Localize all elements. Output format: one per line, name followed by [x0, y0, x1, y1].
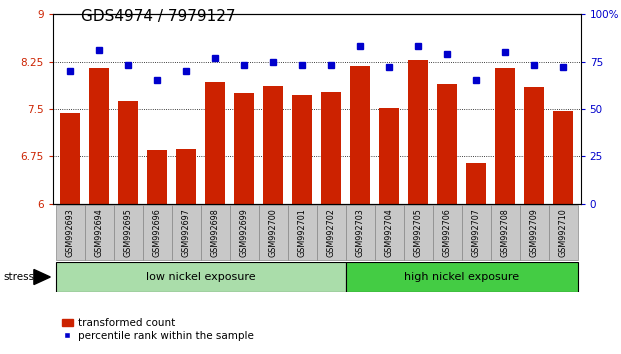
Text: GSM992703: GSM992703	[356, 209, 365, 257]
Text: GSM992702: GSM992702	[327, 208, 336, 257]
Bar	[205, 82, 225, 204]
Text: GSM992696: GSM992696	[153, 209, 161, 257]
Bar	[56, 205, 84, 260]
Text: GSM992698: GSM992698	[211, 209, 220, 257]
Bar	[84, 205, 114, 260]
Bar	[114, 205, 143, 260]
Text: GSM992697: GSM992697	[182, 208, 191, 257]
Bar	[292, 95, 312, 204]
Text: GSM992710: GSM992710	[559, 209, 568, 257]
Bar	[317, 205, 346, 260]
Text: GSM992700: GSM992700	[269, 209, 278, 257]
Text: stress: stress	[3, 272, 34, 282]
Bar	[201, 205, 230, 260]
Text: GDS4974 / 7979127: GDS4974 / 7979127	[81, 9, 235, 24]
Bar	[230, 205, 259, 260]
Bar	[549, 205, 578, 260]
Text: GSM992705: GSM992705	[414, 208, 423, 257]
Text: GSM992701: GSM992701	[297, 209, 307, 257]
Text: high nickel exposure: high nickel exposure	[404, 272, 519, 282]
Bar	[288, 205, 317, 260]
Bar	[350, 66, 370, 204]
Bar	[346, 205, 374, 260]
Text: GSM992693: GSM992693	[66, 209, 75, 257]
Bar	[234, 93, 255, 204]
Bar	[524, 87, 545, 204]
Bar	[346, 262, 578, 292]
Bar	[437, 84, 458, 204]
Bar	[56, 262, 346, 292]
Bar	[408, 59, 428, 204]
Bar	[379, 108, 399, 204]
Bar	[433, 205, 462, 260]
Text: low nickel exposure: low nickel exposure	[146, 272, 255, 282]
Bar	[60, 113, 80, 204]
Bar	[143, 205, 171, 260]
Text: GSM992699: GSM992699	[240, 208, 248, 257]
Polygon shape	[34, 269, 50, 285]
Bar	[118, 101, 138, 204]
Bar	[263, 86, 283, 204]
Legend: transformed count, percentile rank within the sample: transformed count, percentile rank withi…	[58, 314, 258, 345]
Text: GSM992704: GSM992704	[385, 209, 394, 257]
Text: GSM992709: GSM992709	[530, 208, 539, 257]
Bar	[374, 205, 404, 260]
Text: GSM992707: GSM992707	[472, 208, 481, 257]
Bar	[466, 162, 486, 204]
Bar	[171, 205, 201, 260]
Text: GSM992695: GSM992695	[124, 208, 133, 257]
Bar	[147, 150, 167, 204]
Bar	[176, 149, 196, 204]
Text: GSM992694: GSM992694	[94, 209, 104, 257]
Bar	[553, 111, 573, 204]
Text: GSM992706: GSM992706	[443, 209, 451, 257]
Bar	[89, 68, 109, 204]
Bar	[491, 205, 520, 260]
Bar	[259, 205, 288, 260]
Text: GSM992708: GSM992708	[501, 209, 510, 257]
Bar	[520, 205, 549, 260]
Bar	[321, 92, 342, 204]
Bar	[462, 205, 491, 260]
Bar	[495, 68, 515, 204]
Bar	[404, 205, 433, 260]
